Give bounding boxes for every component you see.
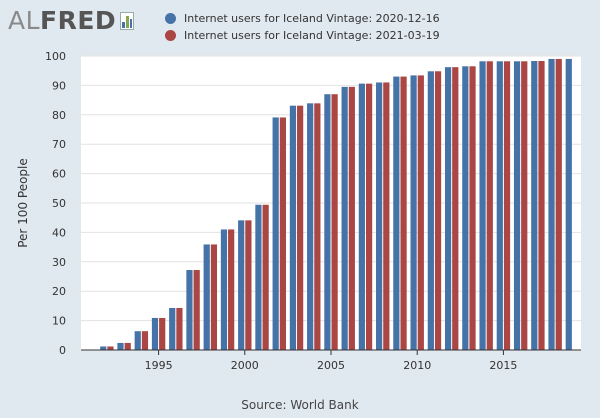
y-tick-label: 100 (45, 50, 66, 63)
bar-2[interactable] (469, 66, 476, 350)
alfred-logo: ALFRED (8, 6, 135, 36)
x-tick-label: 2000 (231, 359, 259, 372)
bar-2[interactable] (331, 94, 338, 350)
bar-1[interactable] (151, 317, 159, 350)
x-tick-label: 1995 (145, 359, 173, 372)
bar-1[interactable] (100, 346, 107, 350)
bar-2[interactable] (262, 204, 269, 350)
legend-item-series-1[interactable]: Internet users for Iceland Vintage: 2020… (165, 10, 440, 27)
y-tick-label: 70 (52, 138, 66, 151)
y-tick-label: 50 (52, 197, 66, 210)
bar-2[interactable] (176, 307, 183, 350)
bar-2[interactable] (228, 229, 235, 350)
bar-1[interactable] (496, 61, 503, 351)
x-tick-label: 2010 (403, 359, 431, 372)
bar-1[interactable] (307, 103, 314, 350)
bar-2[interactable] (141, 331, 149, 350)
bar-1[interactable] (134, 331, 141, 350)
bar-1[interactable] (531, 60, 538, 351)
bar-1[interactable] (565, 58, 572, 350)
bar-1[interactable] (358, 83, 365, 351)
bar-1[interactable] (548, 58, 555, 350)
x-axis-ticks: 1995 2000 2005 2010 2015 (145, 350, 517, 372)
bars (81, 58, 581, 351)
bar-1[interactable] (479, 61, 486, 351)
bar-1[interactable] (169, 307, 176, 350)
bar-1[interactable] (410, 75, 417, 351)
bar-1[interactable] (289, 105, 297, 350)
bar-2[interactable] (555, 58, 562, 350)
bar-2[interactable] (245, 220, 252, 350)
bar-2[interactable] (297, 105, 304, 350)
y-tick-label: 90 (52, 79, 66, 92)
bar-1[interactable] (427, 71, 434, 351)
legend-marker-icon (165, 30, 176, 41)
bar-2[interactable] (486, 61, 493, 351)
bar-2[interactable] (503, 61, 511, 351)
logo-text-al: AL (8, 6, 41, 35)
bar-2[interactable] (365, 83, 373, 351)
logo-chart-icon (120, 12, 135, 30)
bar-2[interactable] (107, 346, 114, 350)
y-tick-label: 40 (52, 226, 66, 239)
legend-label: Internet users for Iceland Vintage: 2020… (184, 12, 440, 25)
bar-2[interactable] (538, 60, 545, 351)
bar-2[interactable] (279, 117, 286, 350)
legend-item-series-2[interactable]: Internet users for Iceland Vintage: 2021… (165, 27, 440, 44)
bar-1[interactable] (513, 61, 521, 351)
bar-2[interactable] (434, 71, 442, 351)
y-tick-label: 60 (52, 168, 66, 181)
bar-1[interactable] (255, 204, 262, 350)
bar-2[interactable] (124, 342, 131, 350)
bar-1[interactable] (462, 66, 469, 350)
bar-1[interactable] (393, 76, 400, 350)
x-tick-label: 2005 (317, 359, 345, 372)
bar-2[interactable] (452, 67, 459, 350)
bar-2[interactable] (417, 75, 424, 351)
bar-2[interactable] (383, 82, 390, 351)
chart-legend: Internet users for Iceland Vintage: 2020… (165, 10, 440, 44)
bar-2[interactable] (348, 86, 355, 351)
logo-text-fred: FRED (40, 6, 117, 35)
bar-2[interactable] (159, 317, 166, 350)
legend-label: Internet users for Iceland Vintage: 2021… (184, 29, 440, 42)
bar-2[interactable] (521, 61, 528, 351)
bar-1[interactable] (186, 270, 193, 350)
logo-text: ALFRED (8, 6, 116, 36)
y-tick-label: 20 (52, 285, 66, 298)
bar-2[interactable] (193, 270, 200, 350)
y-axis-ticks: 0 10 20 30 40 50 60 70 80 90 100 (45, 50, 66, 357)
bar-1[interactable] (341, 86, 348, 351)
y-axis-label: Per 100 People (16, 158, 30, 248)
bar-1[interactable] (117, 342, 124, 350)
y-tick-label: 30 (52, 256, 66, 269)
bar-1[interactable] (376, 82, 383, 351)
bar-1[interactable] (238, 220, 245, 350)
x-tick-label: 2015 (489, 359, 517, 372)
bar-1[interactable] (272, 117, 279, 350)
y-tick-label: 0 (59, 344, 66, 357)
bar-2[interactable] (314, 103, 321, 350)
bar-1[interactable] (220, 229, 228, 350)
bar-1[interactable] (324, 94, 331, 350)
y-tick-label: 10 (52, 315, 66, 328)
bar-2[interactable] (210, 244, 218, 350)
bar-1[interactable] (203, 244, 210, 350)
legend-marker-icon (165, 13, 176, 24)
y-tick-label: 80 (52, 109, 66, 122)
source-note: Source: World Bank (241, 398, 359, 412)
bar-2[interactable] (400, 76, 407, 350)
bar-1[interactable] (444, 67, 452, 350)
